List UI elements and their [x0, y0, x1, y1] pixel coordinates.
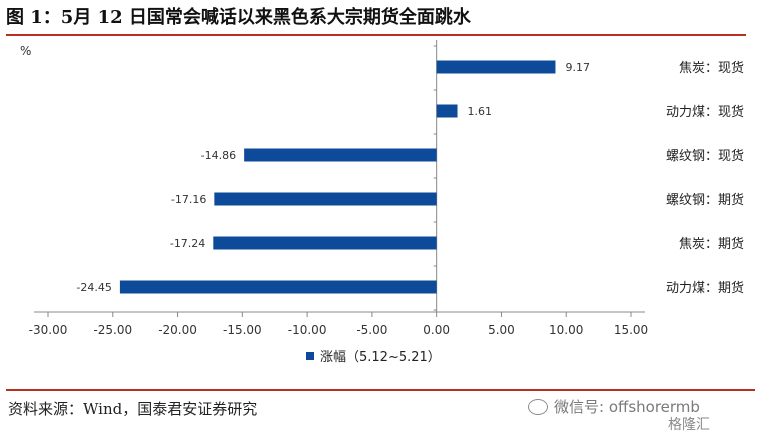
x-tick-label: -30.00	[29, 323, 68, 337]
x-tick-label: 5.00	[488, 323, 515, 337]
data-label: -17.24	[170, 237, 205, 250]
bar	[119, 280, 437, 294]
bar-chart: -30.00 -25.00 -20.00 -15.00 -10.00 -5.00 0.00 5…	[29, 40, 744, 365]
x-tick-label: -10.00	[288, 323, 327, 337]
x-tick-label: -5.00	[356, 323, 387, 337]
category-label: 焦炭：现货	[679, 60, 744, 76]
category-label: 焦炭：期货	[679, 236, 744, 252]
bar	[213, 236, 437, 250]
category-label: 螺纹钢：期货	[666, 192, 744, 208]
source-note: 资料来源：Wind，国泰君安证券研究	[8, 400, 258, 418]
category-label: 螺纹钢：现货	[666, 148, 744, 164]
unit-label: %	[20, 44, 32, 58]
legend-label: 涨幅（5.12~5.21）	[320, 350, 441, 365]
category-label: 动力煤：现货	[666, 104, 744, 120]
watermark-logo: 格隆汇	[668, 417, 710, 433]
watermark: 微信号: offshorermb	[528, 396, 700, 417]
data-label: -24.45	[76, 281, 111, 294]
legend-swatch	[306, 352, 314, 360]
data-label: -14.86	[201, 149, 236, 162]
x-tick-label: 0.00	[423, 323, 450, 337]
watermark-text: 微信号: offshorermb	[554, 398, 700, 416]
x-tick-label: 15.00	[614, 323, 648, 337]
x-tick-label: -15.00	[223, 323, 262, 337]
source-divider	[6, 389, 755, 391]
bar	[436, 104, 458, 118]
data-label: 9.17	[565, 61, 590, 74]
bar	[214, 192, 437, 206]
data-label: 1.61	[468, 105, 493, 118]
x-tick-label: -25.00	[93, 323, 132, 337]
category-label: 动力煤：期货	[666, 280, 744, 296]
x-tick-label: -20.00	[158, 323, 197, 337]
data-label: -17.16	[171, 193, 206, 206]
bar	[436, 60, 556, 74]
x-tick-label: 10.00	[549, 323, 583, 337]
bar	[244, 148, 437, 162]
wechat-icon	[528, 398, 548, 415]
chart-title: 图 1：5月 12 日国常会喊话以来黑色系大宗期货全面跳水	[6, 2, 746, 36]
